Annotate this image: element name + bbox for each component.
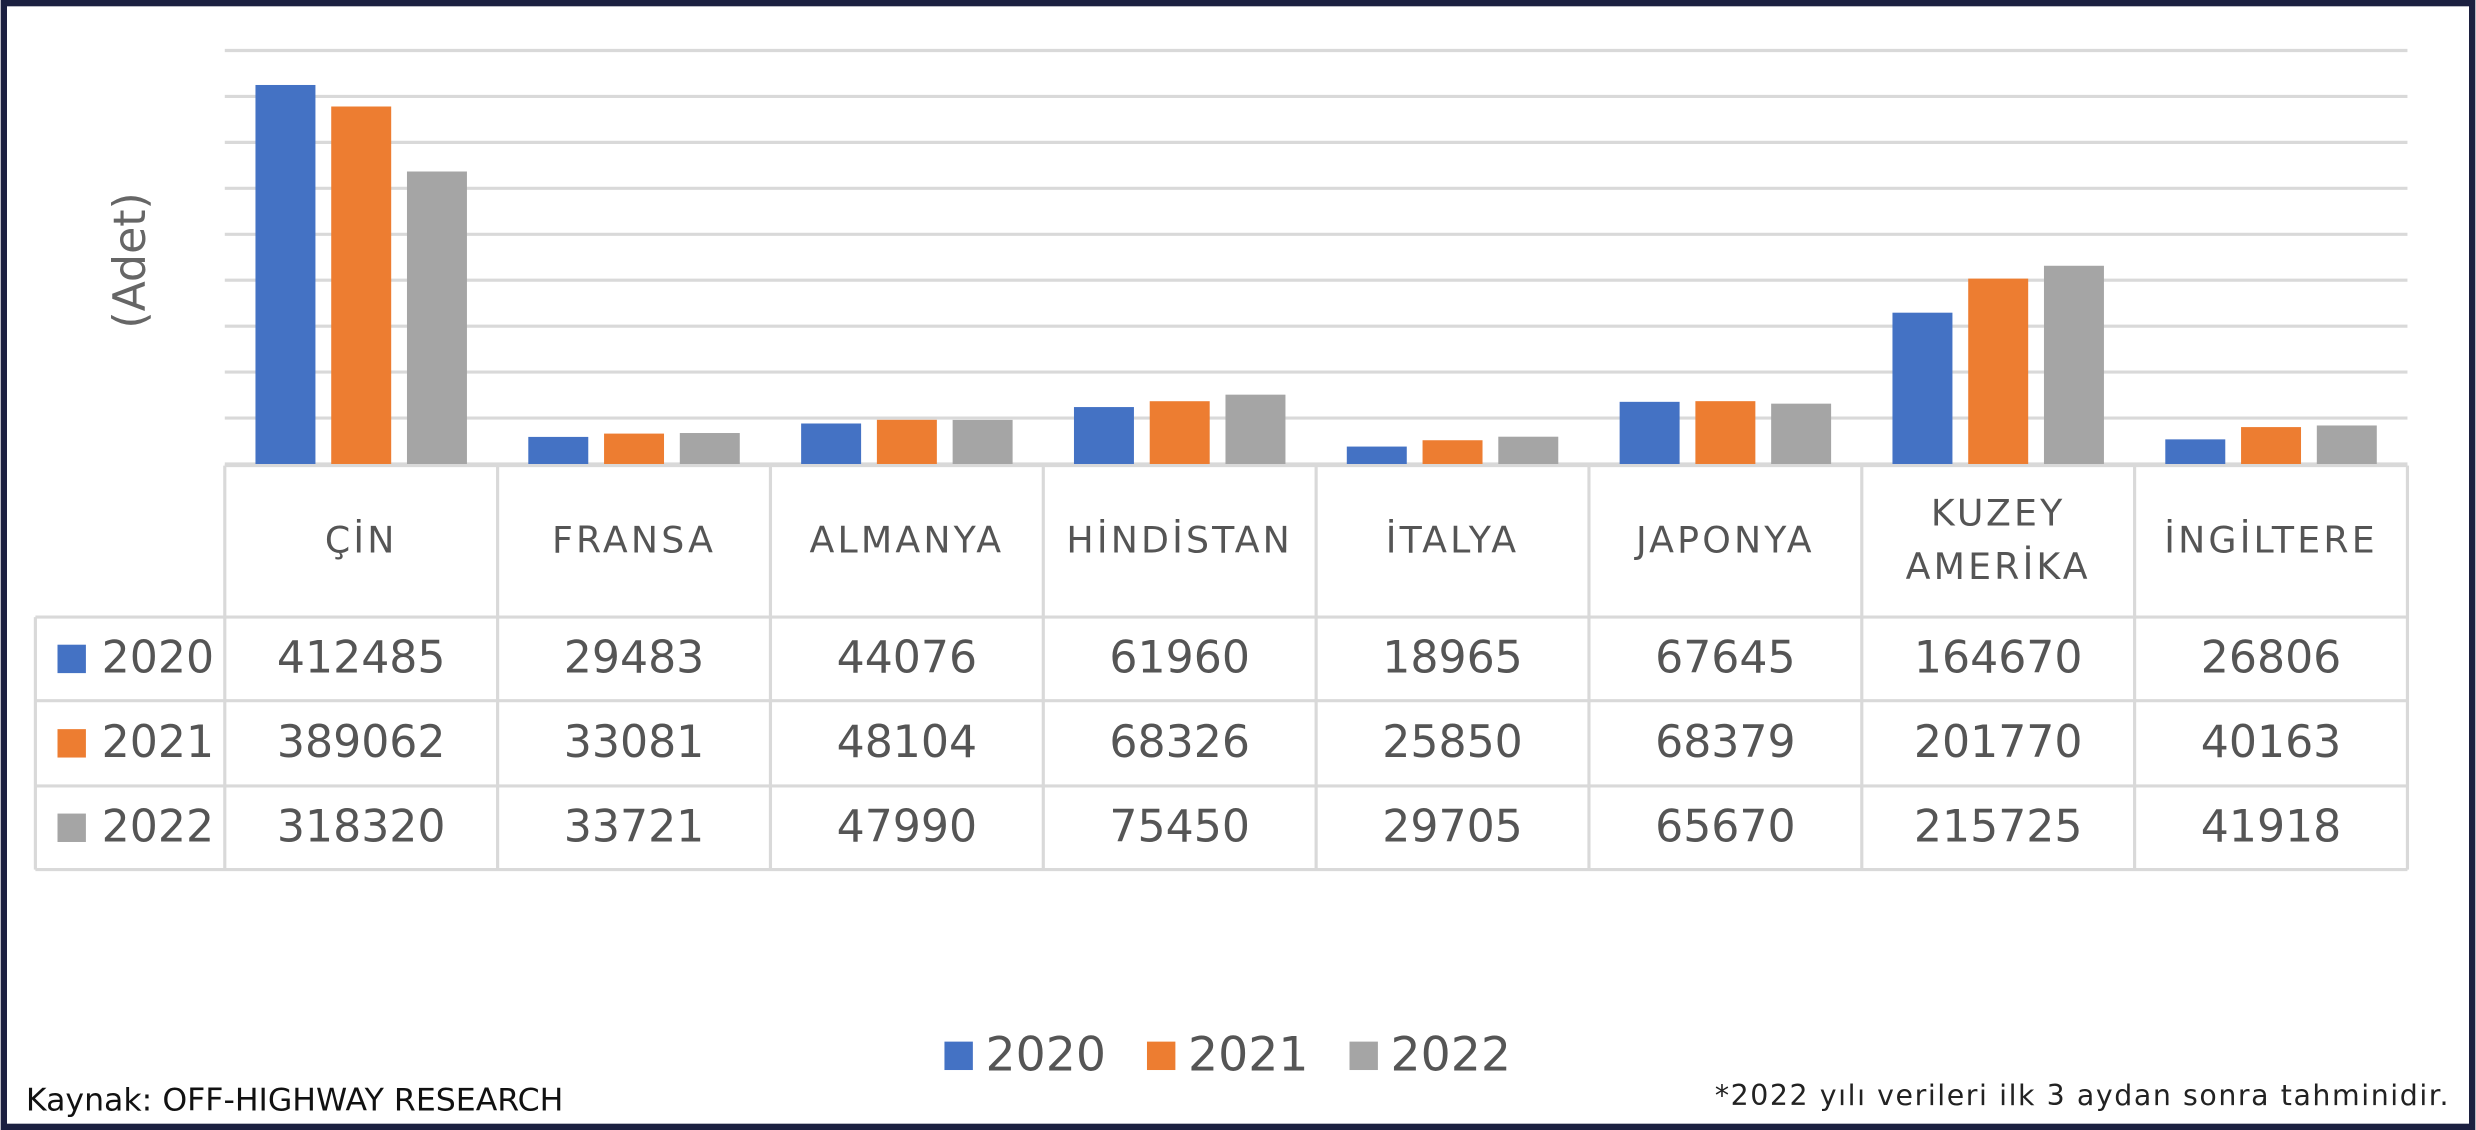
- bar: [679, 433, 740, 464]
- x-tick-label: HİNDİSTAN: [1066, 520, 1294, 562]
- x-tick-label: ÇİN: [324, 520, 398, 562]
- category-cell: KUZEY AMERİKA: [1905, 493, 2091, 589]
- table-value: 29705: [1382, 801, 1523, 852]
- legend-swatch: [1146, 1041, 1176, 1071]
- x-tick-label: JAPONYA: [1635, 520, 1815, 562]
- bar: [2316, 425, 2377, 464]
- bar: [1695, 401, 1756, 464]
- category-cell: ALMANYA: [809, 520, 1005, 562]
- table-value: 75450: [1109, 801, 1250, 852]
- row-label: 2022: [102, 801, 214, 852]
- legend-swatch: [944, 1041, 973, 1071]
- table-value: 164670: [1914, 632, 2083, 683]
- x-tick-label: FRANSA: [551, 520, 717, 562]
- x-tick-label: KUZEY AMERİKA: [1905, 493, 2091, 589]
- table-value: 68379: [1655, 717, 1796, 768]
- table-value: 25850: [1382, 717, 1523, 768]
- bar: [1619, 401, 1680, 464]
- bar: [801, 423, 862, 464]
- legend-label: 2020: [985, 1027, 1105, 1082]
- table-value: 389062: [277, 717, 446, 768]
- table-value: 412485: [277, 632, 446, 683]
- table-value: 65670: [1655, 801, 1796, 852]
- bar: [406, 171, 467, 464]
- bar: [876, 419, 937, 464]
- category-cell: FRANSA: [551, 520, 717, 562]
- category-cell: İNGİLTERE: [2164, 520, 2378, 562]
- table-value: 67645: [1655, 632, 1796, 683]
- source: Kaynak: OFF-HIGHWAY RESEARCH: [26, 1083, 563, 1119]
- table-value: 26806: [2201, 632, 2342, 683]
- table-value: 318320: [277, 801, 446, 852]
- category-cell: İTALYA: [1385, 520, 1520, 562]
- x-tick-label: İTALYA: [1385, 520, 1520, 562]
- note: *2022 yılı verileri ilk 3 aydan sonra ta…: [1715, 1079, 2450, 1112]
- bar: [331, 106, 392, 464]
- table-value: 33721: [564, 801, 705, 852]
- bar: [1968, 278, 2029, 464]
- table-value: 215725: [1914, 801, 2083, 852]
- bar: [2043, 265, 2104, 464]
- bar: [1892, 312, 1953, 464]
- row-label: 2020: [102, 632, 214, 683]
- table-value: 41918: [2201, 801, 2342, 852]
- x-tick-label: ALMANYA: [809, 520, 1005, 562]
- table-value: 47990: [837, 801, 978, 852]
- bar: [2165, 439, 2226, 464]
- table-value: 33081: [564, 717, 705, 768]
- row-swatch: [57, 729, 86, 758]
- table-value: 48104: [837, 717, 978, 768]
- row-label: 2021: [102, 717, 214, 768]
- bar: [1149, 401, 1210, 464]
- row-swatch: [57, 813, 86, 842]
- category-cell: ÇİN: [324, 520, 398, 562]
- bar: [1346, 446, 1407, 464]
- bar: [255, 84, 316, 464]
- x-tick-label: İNGİLTERE: [2164, 520, 2378, 562]
- table-value: 61960: [1109, 632, 1250, 683]
- bar: [1498, 436, 1559, 464]
- bar: [1073, 407, 1134, 464]
- bar: [952, 419, 1013, 464]
- table-value: 18965: [1382, 632, 1523, 683]
- table-value: 201770: [1914, 717, 2083, 768]
- table-value: 68326: [1109, 717, 1250, 768]
- bar: [1771, 403, 1832, 464]
- legend-label: 2021: [1188, 1027, 1308, 1082]
- legend-swatch: [1349, 1041, 1378, 1071]
- table-value: 29483: [564, 632, 705, 683]
- category-cell: JAPONYA: [1635, 520, 1815, 562]
- y-axis-label: (Adet): [105, 192, 156, 328]
- bar: [1422, 440, 1483, 464]
- bar: [604, 433, 665, 464]
- legend-label: 2022: [1391, 1027, 1511, 1082]
- table-value: 40163: [2201, 717, 2342, 768]
- table-value: 44076: [837, 632, 978, 683]
- category-cell: HİNDİSTAN: [1066, 520, 1294, 562]
- bar: [2241, 427, 2302, 464]
- bar: [528, 436, 589, 464]
- bar: [1225, 394, 1286, 464]
- row-swatch: [57, 644, 86, 674]
